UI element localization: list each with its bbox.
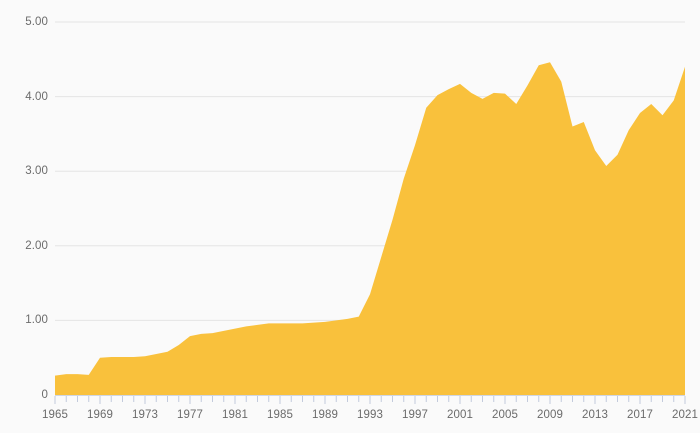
x-axis-tick-label: 1973 xyxy=(132,409,158,421)
x-axis-tick-label: 1981 xyxy=(222,409,248,421)
axis-ticks xyxy=(54,396,686,404)
y-axis: 0 1.00 2.00 3.00 4.00 5.00 xyxy=(0,0,48,433)
x-axis-tick-label: 2009 xyxy=(537,409,563,421)
x-axis-tick-label: 1993 xyxy=(357,409,383,421)
x-axis-tick-label: 1997 xyxy=(402,409,428,421)
x-axis-tick-label: 2001 xyxy=(447,409,473,421)
y-axis-tick-label: 1.00 xyxy=(25,314,48,327)
y-axis-tick-label: 5.00 xyxy=(25,16,48,28)
y-axis-tick-label: 4.00 xyxy=(25,90,48,103)
y-axis-tick-label: 2.00 xyxy=(25,239,48,252)
x-axis-tick-label: 1985 xyxy=(267,409,293,421)
x-axis-tick-label: 2017 xyxy=(627,409,653,421)
x-axis-tick-label: 1989 xyxy=(312,409,338,421)
x-axis-tick-label: 2013 xyxy=(582,409,608,421)
x-axis-tick-label: 1977 xyxy=(177,409,203,421)
x-axis: 1965 1969 1973 1977 1981 1985 1989 1993 1997 2001… xyxy=(0,400,700,424)
x-axis-tick-label: 1965 xyxy=(42,409,68,421)
y-axis-tick-label: 3.00 xyxy=(25,165,48,178)
x-axis-tick-label: 2021 xyxy=(672,409,698,421)
x-axis-tick-label: 2005 xyxy=(492,409,518,421)
x-axis-tick-label: 1969 xyxy=(87,409,113,421)
y-axis-tick-label: 0 xyxy=(41,389,48,401)
series-area-fill xyxy=(55,62,685,395)
